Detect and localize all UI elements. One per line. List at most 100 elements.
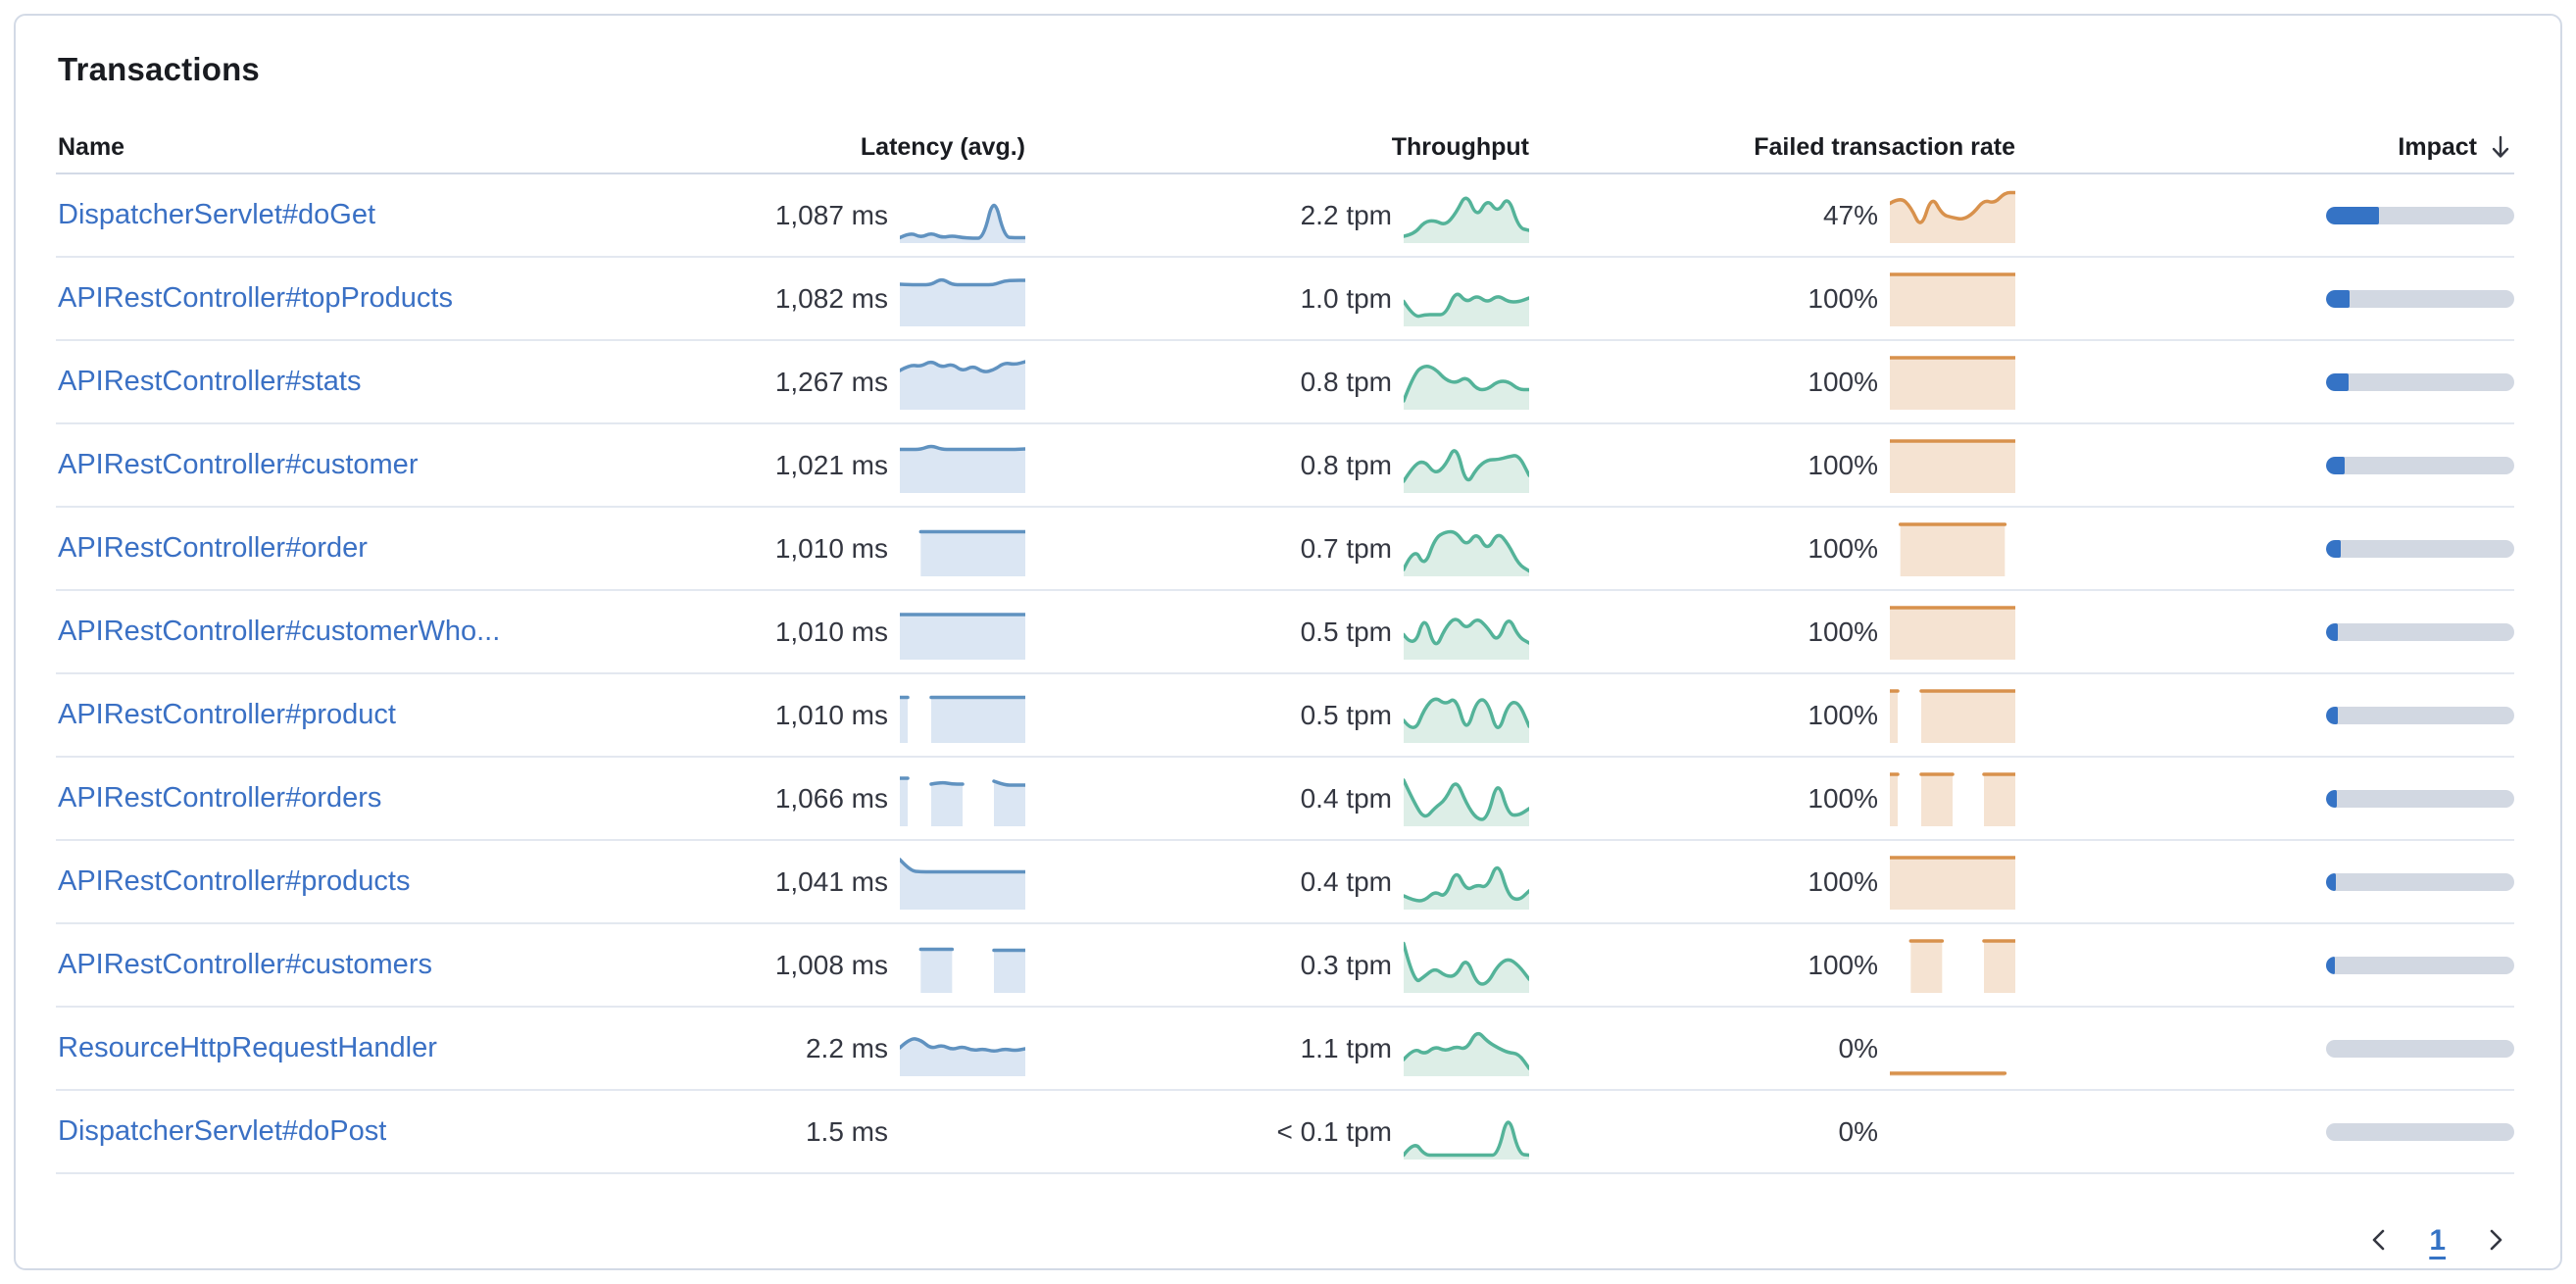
latency-sparkline (900, 695, 1025, 743)
throughput-sparkline (1404, 1119, 1529, 1160)
table-row: APIRestController#customer 1,021 ms 0.8 … (56, 424, 2514, 508)
failed-rate-value: 0% (1838, 1032, 1878, 1063)
impact-bar (2326, 1039, 2514, 1058)
table-row: DispatcherServlet#doPost 1.5 ms < 0.1 tp… (56, 1091, 2514, 1174)
failed-rate-value: 0% (1838, 1115, 1878, 1147)
failed-rate-value: 100% (1808, 616, 1878, 647)
transaction-link[interactable]: APIRestController#customer (58, 449, 419, 480)
throughput-sparkline (1404, 697, 1529, 743)
failed-rate-value: 100% (1808, 865, 1878, 897)
transaction-link[interactable]: DispatcherServlet#doPost (58, 1115, 387, 1147)
throughput-value: 0.7 tpm (1300, 532, 1392, 564)
throughput-value: 1.0 tpm (1300, 282, 1392, 314)
failed-rate-value: 100% (1808, 532, 1878, 564)
failed-rate-sparkline (1890, 771, 2015, 826)
latency-sparkline (900, 612, 1025, 660)
table-row: APIRestController#customerWho... 1,010 m… (56, 591, 2514, 674)
table-row: DispatcherServlet#doGet 1,087 ms 2.2 tpm… (56, 174, 2514, 258)
latency-value: 1.5 ms (805, 1115, 888, 1147)
latency-sparkline (900, 775, 1025, 826)
impact-bar-fill (2326, 456, 2346, 474)
failed-rate-value: 100% (1808, 282, 1878, 314)
page-1-button[interactable]: 1 (2429, 1224, 2446, 1257)
latency-value: 1,066 ms (774, 782, 888, 814)
impact-bar (2326, 956, 2514, 974)
failed-rate-value: 100% (1808, 366, 1878, 397)
latency-value: 1,087 ms (774, 199, 888, 230)
table-row: APIRestController#customers 1,008 ms 0.3… (56, 924, 2514, 1008)
throughput-value: 0.8 tpm (1300, 366, 1392, 397)
failed-rate-sparkline (1890, 355, 2015, 410)
column-header-failed-rate[interactable]: Failed transaction rate (1754, 132, 2015, 161)
table-row: APIRestController#product 1,010 ms 0.5 t… (56, 674, 2514, 758)
latency-value: 1,021 ms (774, 449, 888, 480)
impact-bar (2326, 622, 2514, 641)
impact-bar-fill (2326, 789, 2337, 808)
latency-sparkline (900, 1036, 1025, 1076)
column-header-impact[interactable]: Impact (2015, 132, 2514, 162)
throughput-sparkline (1404, 364, 1529, 410)
failed-rate-sparkline (1890, 1070, 2007, 1076)
latency-value: 2.2 ms (805, 1032, 888, 1063)
throughput-value: 0.8 tpm (1300, 449, 1392, 480)
latency-value: 1,010 ms (774, 532, 888, 564)
impact-bar-fill (2326, 872, 2336, 891)
transaction-link[interactable]: APIRestController#stats (58, 366, 362, 397)
next-page-button[interactable] (2479, 1221, 2512, 1260)
failed-rate-sparkline (1890, 855, 2015, 910)
table-row: APIRestController#topProducts 1,082 ms 1… (56, 258, 2514, 341)
failed-rate-sparkline (1898, 521, 2007, 576)
throughput-value: 0.4 tpm (1300, 865, 1392, 897)
latency-value: 1,010 ms (774, 616, 888, 647)
transactions-panel: Transactions Name Latency (avg.) Through… (14, 14, 2562, 1270)
throughput-value: 0.3 tpm (1300, 949, 1392, 980)
throughput-sparkline (1404, 865, 1529, 910)
throughput-value: 0.5 tpm (1300, 616, 1392, 647)
impact-bar (2326, 456, 2514, 474)
latency-value: 1,082 ms (774, 282, 888, 314)
failed-rate-value: 100% (1808, 699, 1878, 730)
transaction-link[interactable]: APIRestController#order (58, 532, 368, 564)
impact-bar-fill (2326, 539, 2342, 558)
panel-title: Transactions (58, 51, 260, 87)
transaction-link[interactable]: APIRestController#topProducts (58, 282, 453, 314)
throughput-value: 0.5 tpm (1300, 699, 1392, 730)
table-row: APIRestController#orders 1,066 ms 0.4 tp… (56, 758, 2514, 841)
previous-page-button[interactable] (2362, 1221, 2396, 1260)
impact-bar (2326, 789, 2514, 808)
chevron-left-icon (2364, 1223, 2394, 1259)
throughput-sparkline (1404, 529, 1529, 576)
impact-bar (2326, 206, 2514, 224)
latency-sparkline (900, 277, 1025, 326)
arrow-down-icon (2487, 132, 2514, 162)
transaction-link[interactable]: APIRestController#customers (58, 949, 432, 980)
impact-bar-fill (2326, 372, 2350, 391)
impact-bar-fill (2326, 706, 2338, 724)
column-header-impact-label: Impact (2398, 132, 2477, 161)
failed-rate-sparkline (1890, 688, 2015, 743)
transaction-link[interactable]: DispatcherServlet#doGet (58, 199, 375, 230)
throughput-sparkline (1404, 941, 1529, 993)
column-header-latency[interactable]: Latency (avg.) (860, 132, 1025, 161)
impact-bar (2326, 872, 2514, 891)
failed-rate-sparkline (1890, 605, 2015, 660)
throughput-value: 1.1 tpm (1300, 1032, 1392, 1063)
impact-bar (2326, 539, 2514, 558)
throughput-value: 0.4 tpm (1300, 782, 1392, 814)
throughput-sparkline (1404, 448, 1529, 493)
transaction-link[interactable]: APIRestController#product (58, 699, 396, 730)
column-header-throughput[interactable]: Throughput (1391, 132, 1529, 161)
failed-rate-sparkline (1890, 190, 2015, 243)
impact-bar (2326, 289, 2514, 308)
impact-bar (2326, 706, 2514, 724)
impact-bar-fill (2326, 206, 2379, 224)
transaction-link[interactable]: APIRestController#customerWho... (58, 616, 501, 647)
column-header-name[interactable]: Name (58, 132, 125, 161)
impact-bar (2326, 372, 2514, 391)
table-row: APIRestController#products 1,041 ms 0.4 … (56, 841, 2514, 924)
latency-sparkline (918, 947, 1025, 993)
transaction-link[interactable]: ResourceHttpRequestHandler (58, 1032, 437, 1063)
transaction-link[interactable]: APIRestController#products (58, 865, 411, 897)
throughput-value: 2.2 tpm (1300, 199, 1392, 230)
transaction-link[interactable]: APIRestController#orders (58, 782, 382, 814)
